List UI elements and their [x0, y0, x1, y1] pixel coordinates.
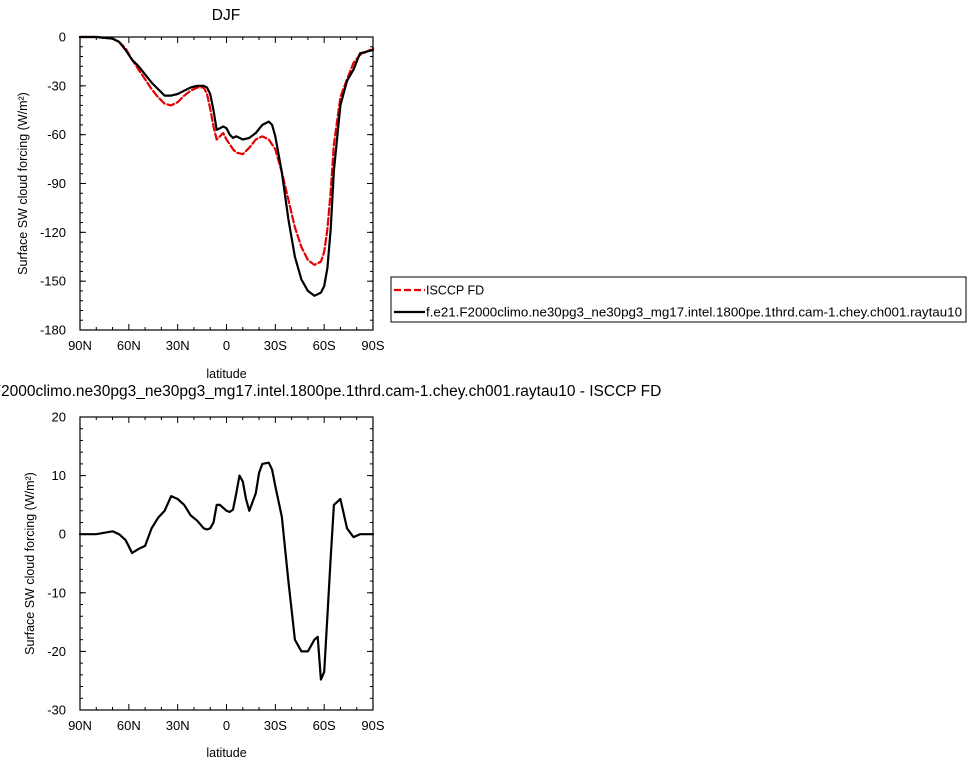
top-y-tick-label: 0 [59, 30, 66, 45]
bottom-series-line-0 [78, 461, 375, 681]
bottom-x-tick-label: 30S [264, 718, 287, 733]
top-y-tick-label: -30 [47, 78, 66, 93]
bottom-y-tick-label: -10 [47, 585, 66, 600]
bottom-plot-frame [79, 416, 374, 711]
top-series-line-0 [78, 35, 375, 266]
bottom-series-group [78, 461, 375, 681]
top-y-tick-label: -90 [47, 176, 66, 191]
top-legend: ISCCP FD f.e21.F2000climo.ne30pg3_ne30pg… [390, 276, 967, 323]
top-y-axis-label: Surface SW cloud forcing (W/m²) [16, 92, 30, 275]
top-x-tick-label: 90S [361, 338, 384, 353]
bottom-y-tick-label: -20 [47, 644, 66, 659]
top-x-tick-label: 30S [264, 338, 287, 353]
bottom-x-axis-label: latitude [206, 746, 246, 760]
bottom-x-tick-label: 90S [361, 718, 384, 733]
top-series-line-1 [78, 35, 375, 297]
bottom-axis-ticks: 90N 60N 30N 0 30S 60S 90S 20 10 0 -10 -20 -30 [47, 410, 385, 734]
top-series-group [78, 35, 375, 297]
bottom-x-tick-label: 90N [68, 718, 92, 733]
bottom-x-tick-label: 30N [166, 718, 190, 733]
top-y-tick-label: -150 [40, 274, 66, 289]
top-x-axis-label: latitude [206, 367, 246, 381]
legend-label-isccp: ISCCP FD [426, 284, 484, 298]
bottom-y-tick-label: 20 [52, 410, 66, 425]
bottom-y-tick-label: 0 [59, 527, 66, 542]
top-x-tick-label: 30N [166, 338, 190, 353]
top-x-tick-label: 0 [223, 338, 230, 353]
bottom-x-tick-label: 0 [223, 718, 230, 733]
top-y-tick-label: -120 [40, 225, 66, 240]
top-y-tick-label: -180 [40, 323, 66, 338]
top-axis-ticks: 90N 60N 30N 0 30S 60S 90S 0 -30 -60 -90 -120 -150 -18… [40, 30, 385, 354]
top-chart-title: DJF [212, 7, 240, 24]
bottom-y-tick-label: -30 [47, 703, 66, 718]
bottom-y-axis-label: Surface SW cloud forcing (W/m²) [23, 472, 37, 655]
bottom-x-tick-label: 60S [313, 718, 336, 733]
top-y-tick-label: -60 [47, 127, 66, 142]
bottom-panel: f.e21.F2000climo.ne30pg3_ne30pg3_mg17.in… [0, 383, 661, 760]
bottom-y-tick-label: 10 [52, 468, 66, 483]
legend-label-model: f.e21.F2000climo.ne30pg3_ne30pg3_mg17.in… [426, 306, 962, 320]
bottom-x-tick-label: 60N [117, 718, 141, 733]
bottom-chart-title: f.e21.F2000climo.ne30pg3_ne30pg3_mg17.in… [0, 383, 661, 400]
top-x-tick-label: 90N [68, 338, 92, 353]
top-panel: DJF 90N 60N 30N 0 30S 60S 90S 0 -30 -60 -90 -120 -15… [16, 7, 967, 381]
legend-box [390, 276, 967, 323]
top-x-tick-label: 60S [313, 338, 336, 353]
top-plot-frame [79, 36, 374, 331]
top-x-tick-label: 60N [117, 338, 141, 353]
